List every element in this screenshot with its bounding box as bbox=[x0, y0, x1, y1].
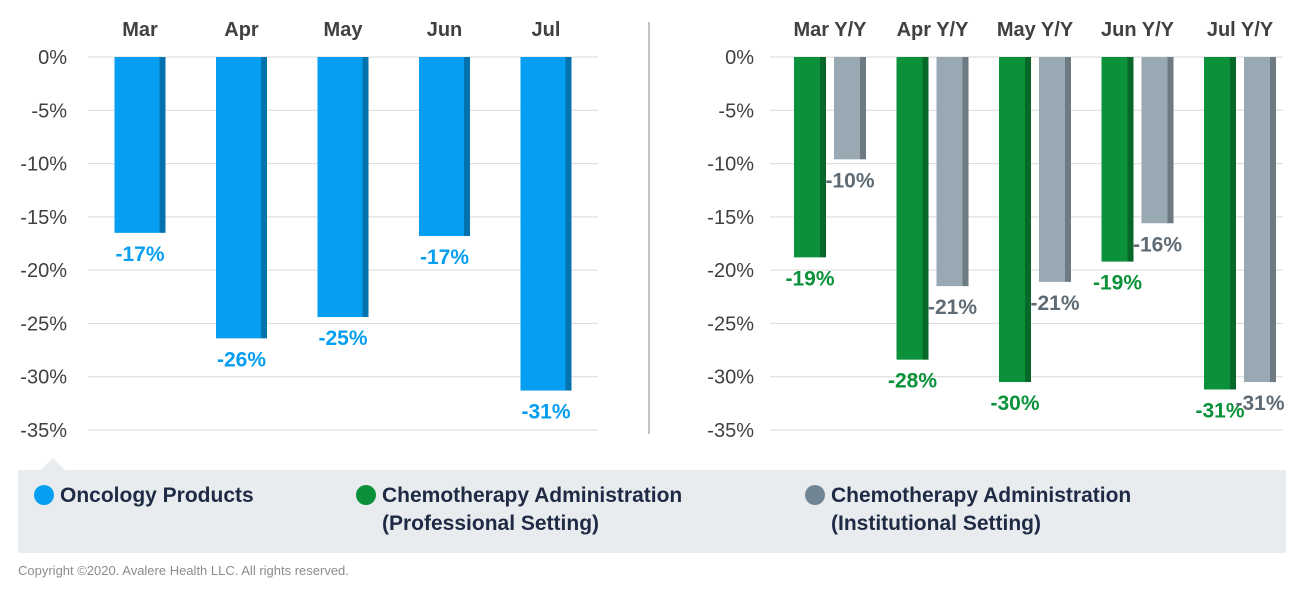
bar-side bbox=[860, 57, 866, 160]
copyright-text: Copyright ©2020. Avalere Health LLC. All… bbox=[18, 563, 349, 578]
legend: Oncology Products Chemotherapy Administr… bbox=[18, 470, 1286, 553]
y-tick-label: -15% bbox=[20, 207, 67, 229]
y-tick-label: -5% bbox=[718, 100, 754, 122]
data-label: -31% bbox=[1195, 400, 1244, 423]
bar bbox=[216, 57, 261, 339]
chart-panel-2: 0% -5% -10% -15% -20% -25% -30% -35% Mar Y/Y Apr … bbox=[707, 19, 1285, 442]
data-label: -25% bbox=[318, 327, 367, 350]
bar-side bbox=[1270, 57, 1276, 383]
legend-label-oncology: Oncology Products bbox=[60, 484, 254, 507]
y-tick-label: -5% bbox=[31, 100, 67, 122]
category-label: Jul Y/Y bbox=[1207, 19, 1274, 41]
bar-side bbox=[1230, 57, 1236, 390]
legend-label-chemo-institutional-line1: Chemotherapy Administration bbox=[831, 484, 1132, 507]
data-label: -31% bbox=[1235, 392, 1284, 415]
legend-item-chemo-institutional: Chemotherapy Administration (Institution… bbox=[805, 482, 1131, 538]
category-label: Mar Y/Y bbox=[794, 19, 868, 41]
bar bbox=[1141, 57, 1168, 224]
bar bbox=[999, 57, 1025, 383]
y-tick-label: -25% bbox=[707, 313, 754, 335]
y-tick-label: -30% bbox=[707, 367, 754, 389]
bar-side bbox=[1167, 57, 1174, 224]
data-label: -21% bbox=[928, 296, 977, 319]
bar bbox=[419, 57, 464, 237]
chart-panel-1: 0% -5% -10% -15% -20% -25% -30% -35% Mar Apr May Ju… bbox=[20, 19, 598, 442]
bar-side bbox=[464, 57, 470, 237]
legend-label-chemo-institutional-line2: (Institutional Setting) bbox=[831, 512, 1041, 535]
category-label: May bbox=[324, 19, 364, 41]
data-label: -31% bbox=[521, 401, 570, 424]
y-tick-label: -15% bbox=[707, 207, 754, 229]
legend-label-chemo-professional-line2: (Professional Setting) bbox=[382, 512, 600, 535]
bar-side bbox=[1025, 57, 1031, 383]
bar bbox=[794, 57, 820, 258]
data-label: -19% bbox=[1093, 272, 1142, 295]
bar-side bbox=[159, 57, 166, 233]
data-label: -10% bbox=[825, 169, 874, 192]
data-label: -26% bbox=[217, 348, 266, 371]
bar bbox=[317, 57, 363, 318]
category-label: Apr bbox=[224, 19, 259, 41]
category-label: May Y/Y bbox=[997, 19, 1074, 41]
charts-area: 0% -5% -10% -15% -20% -25% -30% -35% Mar Apr May Ju… bbox=[20, 19, 1285, 442]
data-label: -21% bbox=[1030, 292, 1079, 315]
bar-side bbox=[1065, 57, 1071, 282]
bar-side bbox=[261, 57, 267, 339]
legend-pointer bbox=[41, 458, 65, 470]
category-label: Apr Y/Y bbox=[897, 19, 970, 41]
legend-swatch-chemo-institutional bbox=[805, 485, 825, 505]
bar bbox=[520, 57, 566, 391]
y-tick-label: -35% bbox=[707, 420, 754, 442]
bar bbox=[834, 57, 860, 160]
category-label: Jun Y/Y bbox=[1101, 19, 1175, 41]
legend-item-oncology-products: Oncology Products bbox=[34, 482, 254, 510]
legend-item-chemo-professional: Chemotherapy Administration (Professiona… bbox=[356, 482, 682, 538]
bar bbox=[1244, 57, 1270, 383]
data-label: -28% bbox=[888, 370, 937, 393]
bar bbox=[1101, 57, 1128, 262]
bar-side bbox=[962, 57, 969, 287]
bar-side bbox=[820, 57, 826, 258]
y-tick-label: -10% bbox=[707, 154, 754, 176]
category-label: Mar bbox=[122, 19, 158, 41]
bar bbox=[114, 57, 160, 233]
bar-side bbox=[565, 57, 572, 391]
y-tick-label: -10% bbox=[20, 154, 67, 176]
legend-label-chemo-professional-line1: Chemotherapy Administration bbox=[382, 484, 683, 507]
bar bbox=[896, 57, 923, 360]
y-tick-label: -20% bbox=[707, 260, 754, 282]
y-tick-label: -35% bbox=[20, 420, 67, 442]
y-tick-label: -20% bbox=[20, 260, 67, 282]
legend-swatch-oncology bbox=[34, 485, 54, 505]
category-label: Jun bbox=[427, 19, 463, 41]
bar bbox=[1204, 57, 1230, 390]
data-label: -17% bbox=[115, 243, 164, 266]
category-label: Jul bbox=[532, 19, 561, 41]
y-tick-label: -25% bbox=[20, 313, 67, 335]
data-label: -19% bbox=[785, 267, 834, 290]
y-tick-label: 0% bbox=[38, 47, 67, 69]
bar bbox=[936, 57, 963, 287]
bar-side bbox=[1127, 57, 1134, 262]
data-label: -17% bbox=[420, 246, 469, 269]
y-tick-label: 0% bbox=[725, 47, 754, 69]
bar bbox=[1039, 57, 1065, 282]
bar-side bbox=[922, 57, 929, 360]
legend-swatch-chemo-professional bbox=[356, 485, 376, 505]
data-label: -16% bbox=[1133, 233, 1182, 256]
y-tick-label: -30% bbox=[20, 367, 67, 389]
data-label: -30% bbox=[990, 392, 1039, 415]
bar-side bbox=[362, 57, 369, 318]
